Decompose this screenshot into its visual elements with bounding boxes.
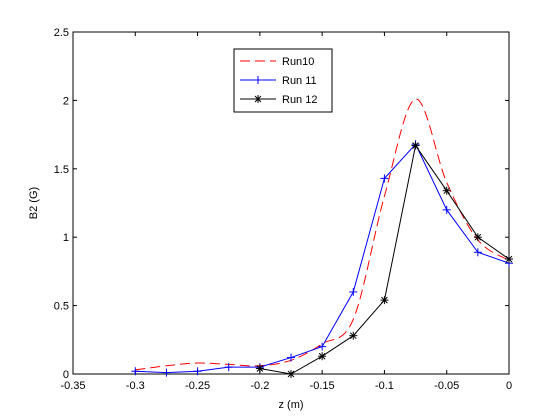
data-point: [131, 367, 140, 376]
data-point: [255, 364, 264, 373]
data-point: [162, 368, 171, 377]
y-tick-label: 1.5: [54, 164, 69, 176]
legend-entry: Run 12: [240, 94, 317, 106]
data-point: [287, 370, 295, 378]
x-tick-label: -0.15: [310, 380, 335, 392]
x-axis-label: z (m): [278, 399, 303, 411]
data-point: [318, 352, 327, 361]
data-point: [224, 363, 233, 372]
y-tick-label: 2.5: [54, 27, 69, 39]
legend-label: Run 11: [282, 75, 317, 87]
data-point: [380, 174, 389, 183]
x-tick-label: -0.05: [434, 380, 459, 392]
y-tick-label: 0: [63, 369, 69, 381]
x-tick-label: -0.2: [250, 380, 269, 392]
data-point: [349, 331, 358, 340]
data-point: [380, 296, 389, 305]
data-point: [442, 186, 451, 195]
data-point: [193, 367, 202, 376]
y-tick-label: 2: [63, 95, 69, 107]
series-3: [255, 141, 513, 378]
legend-label: Run10: [282, 56, 314, 68]
data-point: [473, 233, 482, 242]
axis-ticks: -0.35 -0.3 -0.25 -0.2 -0.15 -0.1 -0.05 0 0 0.5 1 1.…: [54, 27, 512, 392]
series-1: [135, 98, 510, 371]
legend: Run10 Run 11 Run 12: [233, 48, 333, 113]
y-tick-label: 1: [63, 232, 69, 244]
data-point: [349, 287, 358, 296]
x-tick-label: -0.1: [375, 380, 394, 392]
data-point: [505, 255, 513, 264]
y-tick-label: 0.5: [54, 301, 69, 313]
legend-label: Run 12: [282, 94, 317, 106]
x-tick-label: 0: [506, 380, 512, 392]
y-axis-label: B2 (G): [28, 187, 40, 219]
data-point: [473, 248, 482, 257]
series-layer: [131, 98, 513, 378]
data-point: [318, 342, 327, 351]
data-point: [442, 205, 451, 214]
legend-entry: Run 11: [240, 75, 317, 87]
data-point: [287, 353, 295, 362]
legend-entry: Run10: [240, 56, 314, 68]
series-line: [135, 98, 510, 371]
x-tick-label: -0.3: [126, 380, 145, 392]
data-point: [411, 141, 420, 150]
x-tick-label: -0.35: [60, 380, 85, 392]
legend-marker: [254, 95, 262, 103]
legend-marker: [254, 76, 262, 84]
x-tick-label: -0.25: [185, 380, 210, 392]
